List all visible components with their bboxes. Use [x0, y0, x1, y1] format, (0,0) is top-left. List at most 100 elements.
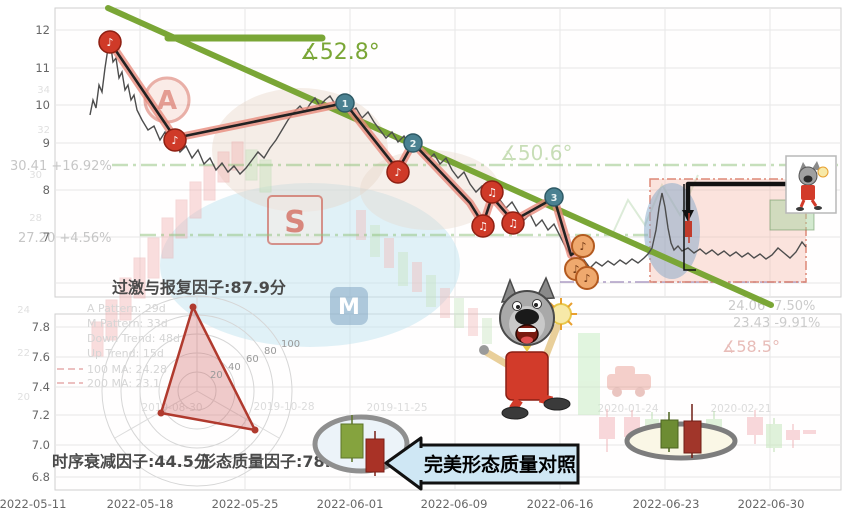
- pivot-marker-orange: ♪: [571, 234, 595, 258]
- radar-scale-tick: 80: [264, 346, 277, 357]
- wolf-left-paw: [479, 345, 489, 355]
- x-axis-label: 2022-05-18: [107, 497, 174, 511]
- y-axis-label: 6.8: [32, 470, 50, 484]
- y-axis-label: 7: [43, 230, 50, 244]
- x-axis-label: 2022-06-09: [421, 497, 488, 511]
- ghost-date: 2019-10-28: [253, 401, 314, 413]
- ghost-date: 2019-11-25: [366, 402, 427, 414]
- factor-time-decay-label: 时序衰减因子:44.5分: [52, 452, 210, 471]
- pivot-marker-note2: ♫: [480, 180, 504, 204]
- pivot-marker-1: 1: [335, 93, 355, 113]
- x-axis: 2022-05-11 2022-05-18 2022-05-25 2022-06…: [0, 497, 804, 511]
- wolf-right-arm: [541, 323, 561, 362]
- x-axis-label: 2022-06-23: [633, 497, 700, 511]
- mini-red-candle: [685, 221, 692, 237]
- pale-green-bar: [578, 333, 600, 415]
- marker-glyph: ♪: [171, 134, 178, 147]
- ref-price-label-2: 27.20 +4.56%: [18, 231, 112, 246]
- dog-cape-shape: [160, 183, 460, 347]
- ghost-tick: 24: [17, 305, 30, 316]
- ghost-tick: 22: [17, 348, 30, 359]
- legend-item: M Pattern: 33d: [87, 317, 168, 330]
- trend-lines: ∡52.8°: [105, 5, 774, 308]
- mini-wolf-icon: [796, 161, 829, 211]
- down-arrowhead-icon: [682, 210, 694, 222]
- x-axis-label: 2022-06-30: [738, 497, 805, 511]
- red-candle: [365, 438, 385, 473]
- ref-price-label-4: 23.43 -9.91%: [733, 316, 820, 331]
- angle-annotation-tertiary: ∡58.5°: [722, 337, 780, 356]
- radar-scale-tick: 20: [210, 370, 223, 381]
- radar-scale-tick: 60: [246, 354, 259, 365]
- legend-line-samples: [57, 368, 83, 384]
- ghost-date: 2020-01-24: [597, 403, 658, 415]
- ghost-tick: 32: [37, 125, 50, 136]
- marker-number: 2: [410, 139, 417, 150]
- projection-arrow-group: [682, 181, 797, 271]
- ghost-tick: 20: [17, 392, 30, 403]
- watermark-candles-middle: [356, 210, 492, 344]
- marker-number: 3: [551, 193, 558, 204]
- legend-item: 100 MA: 24.28: [87, 363, 167, 376]
- ghost-date: 2020-02-21: [710, 403, 771, 415]
- callout-label: 完美形态质量对照: [424, 453, 576, 476]
- y-axis-label: 7.0: [32, 438, 50, 452]
- pivot-marker-3: 3: [544, 187, 564, 207]
- ghost-date: 2019-08-30: [141, 402, 202, 414]
- ghost-tick: 28: [29, 213, 42, 224]
- wolf-left-shoe: [501, 406, 529, 420]
- dog-s-badge: [267, 195, 323, 245]
- reference-lines: 30.41 +16.92% 27.20 +4.56% 24.06 -7.50% …: [10, 141, 838, 356]
- radar-scale-labels: 20 40 60 80 100: [210, 339, 300, 381]
- watermark-letter-s: S: [284, 205, 306, 240]
- green-candle: [660, 419, 679, 449]
- marker-glyph: ♪: [579, 240, 586, 253]
- angle-annotation-main: ∡52.8°: [300, 40, 380, 65]
- marker-glyph: ♫: [487, 186, 497, 199]
- y-axis-label: 7.6: [32, 350, 50, 364]
- callout-banner: 完美形态质量对照: [384, 436, 580, 491]
- callout-joint: [417, 448, 425, 480]
- highlight-ellipse-right: [624, 421, 738, 461]
- ghost-tick: 30: [29, 170, 42, 181]
- legend-item: Down Trend: 48d: [87, 332, 180, 345]
- y-axis-label: 7.2: [32, 408, 50, 422]
- watermark-car: [607, 366, 651, 397]
- marker-glyph: ♫: [478, 220, 488, 233]
- y-axis-label: 10: [35, 98, 50, 112]
- factor-overreaction-label: 过激与报复因子:87.9分: [112, 278, 286, 297]
- ghost-tick: 34: [37, 85, 50, 96]
- angle-annotation-secondary: ∡50.6°: [500, 141, 572, 165]
- x-axis-label: 2022-05-11: [0, 497, 66, 511]
- pivot-marker-note: ♪: [98, 30, 122, 54]
- y-axis-label: 9: [43, 136, 50, 150]
- marker-glyph: ♪: [583, 272, 590, 285]
- pivot-marker-note: ♪: [163, 128, 187, 152]
- marker-glyph: ♫: [508, 217, 518, 230]
- wolf-overalls: [505, 351, 549, 401]
- marker-glyph: ♪: [572, 263, 579, 276]
- y-axis-label: 12: [35, 23, 50, 37]
- pivot-marker-orange: ♪: [575, 266, 599, 290]
- radar-chart: 20 40 60 80 100 过激与报复因子:87.9分 时序衰减因子:44.…: [52, 278, 358, 487]
- wolf-right-shoe: [543, 397, 571, 411]
- watermark-m-box: [330, 287, 368, 325]
- legend-item: Up Trend: 15d: [87, 347, 164, 360]
- radar-vertex: [189, 303, 197, 311]
- y-axis-main: 12 11 10 9 8 7: [35, 23, 50, 244]
- green-candle: [340, 423, 364, 459]
- radar-polygon: [159, 303, 258, 432]
- pivot-marker-2: 2: [403, 133, 423, 153]
- y-axis-label: 7.4: [32, 380, 50, 394]
- pattern-compare-left: [312, 414, 410, 476]
- legend-item: A Pattern: 29d: [87, 302, 166, 315]
- ref-price-label-1: 30.41 +16.92%: [10, 159, 112, 174]
- radar-spokes: [114, 296, 280, 439]
- wolf-left-arm: [482, 348, 512, 369]
- radar-scale-tick: 100: [281, 339, 300, 350]
- marker-glyph: ♪: [394, 166, 401, 179]
- pivot-markers: ♪ ♪ 1 ♪ 2 ♫ ♫ ♫: [98, 30, 599, 290]
- wolf-head: [499, 276, 556, 346]
- watermark-yticks: 34 32 30 28 24 22 20: [17, 85, 50, 403]
- marker-glyph: ♪: [106, 36, 113, 49]
